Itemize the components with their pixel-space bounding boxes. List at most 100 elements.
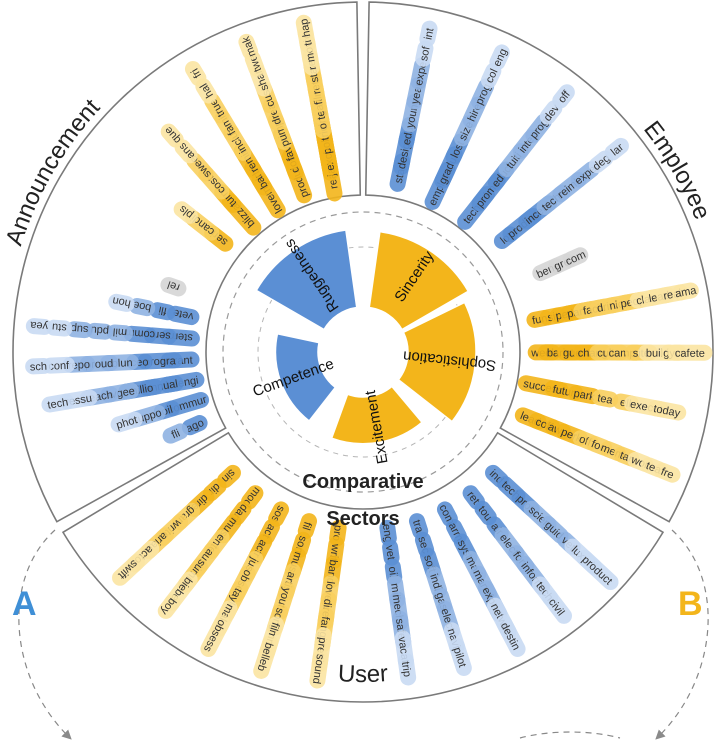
word-label: tra (410, 519, 426, 536)
word-pill-bg (41, 393, 75, 413)
word-pill-bg (25, 318, 53, 335)
word-pill: stu (46, 319, 73, 337)
word-pill: fli (149, 302, 176, 321)
word-label: comm (125, 326, 156, 340)
word-pill: boe (128, 297, 156, 317)
word-pill-bg (654, 462, 681, 483)
dimension-bar-excitement (330, 385, 424, 445)
word-pill: cafete (667, 344, 713, 361)
side-label-a: A (12, 585, 37, 623)
word-pill: rel (160, 276, 187, 297)
word-group-employee-gold: funsitperkpartnfacildrinnicepeopclaslead… (514, 282, 713, 483)
word-pill: sof (415, 40, 434, 67)
word-label: sch (30, 361, 48, 374)
sector-label-user: User (337, 660, 388, 688)
word-pill: lar (604, 137, 629, 161)
word-label: fre (659, 466, 675, 482)
word-pill: fre (654, 462, 681, 483)
word-pill-bg (110, 411, 143, 433)
word-pill-bg (562, 247, 589, 268)
word-label: cafete (675, 348, 705, 360)
word-group-employee-blue: startdesigneducyoungyearexpesofintemploy… (389, 20, 629, 249)
word-pill: fli (162, 423, 189, 444)
word-pill-bg (309, 649, 329, 689)
word-pill: tech (41, 393, 75, 413)
dimension-layer: Ruggedness SinceritySophisticationExcitem… (251, 229, 497, 465)
word-group-announcement-gray: rel (160, 276, 187, 297)
word-label: conf (48, 360, 70, 373)
word-label: hap (298, 18, 313, 38)
word-pill-bg (604, 137, 629, 161)
word-label: sup (70, 322, 89, 335)
word-pill-bg (542, 589, 572, 624)
word-pill: mak (238, 33, 259, 60)
word-label: rel (166, 278, 181, 293)
word-pill: today (647, 400, 687, 421)
center-title-line-2: Sectors (326, 508, 399, 530)
word-label: sof (418, 45, 433, 63)
word-pill: pls (173, 201, 198, 224)
word-pill: sch (25, 357, 52, 375)
word-label: eng (380, 523, 394, 543)
word-pill: int (419, 20, 438, 47)
word-label: indi (427, 573, 444, 593)
word-label: boe (132, 298, 152, 313)
word-pill-bg (295, 14, 314, 42)
word-label: pilot (451, 646, 469, 669)
word-pill-bg (46, 319, 73, 337)
word-pill-bg (419, 20, 438, 47)
flow-arc-right (655, 529, 709, 740)
sector-frame-employee (364, 1, 714, 523)
word-group-announcement-blue: agoflicommuroilsuppophotboengiannualmill… (25, 293, 210, 444)
word-pill: trip (397, 652, 417, 686)
inner-ring-core (318, 307, 408, 397)
word-label: stu (52, 321, 68, 334)
word-label: pdu (90, 324, 109, 337)
word-label: col (484, 67, 501, 85)
word-pill: conf (42, 356, 76, 374)
word-pill-bg (112, 554, 145, 586)
word-pill: pilot (448, 638, 472, 676)
side-label-b: B (678, 585, 703, 623)
word-pill: pdu (86, 322, 113, 340)
word-pill: ama (672, 282, 699, 301)
word-label: fli (158, 304, 168, 317)
word-pill-bg (448, 638, 472, 676)
word-pill: phot (110, 411, 143, 433)
word-pill-bg (184, 60, 207, 87)
word-pill-bg (552, 84, 575, 109)
word-pill: fri (184, 60, 207, 87)
word-pill-bg (108, 293, 135, 312)
word-label: ama (674, 284, 698, 300)
word-pill-bg (647, 400, 687, 421)
word-label: yea (29, 319, 49, 332)
word-pill: com (562, 247, 589, 268)
word-pill: tea (591, 389, 619, 408)
word-pill-bg (415, 40, 434, 67)
word-pill-bg (160, 276, 187, 297)
word-pill-bg (200, 615, 230, 657)
word-label: phot (115, 414, 139, 432)
word-pill-bg (489, 44, 510, 71)
word-pill: hon (108, 293, 135, 312)
dimension-bar-ruggedness (255, 229, 358, 331)
word-pill-bg (667, 344, 713, 361)
word-pill-bg (181, 415, 208, 436)
word-label: int (422, 27, 436, 41)
word-pill-bg (672, 282, 699, 301)
word-pill-bg (106, 324, 134, 342)
word-label: park (573, 388, 597, 404)
word-pill-bg (397, 652, 417, 686)
dimension-bar-sophistication (397, 301, 477, 423)
dimension-bar-competence (274, 332, 337, 423)
word-label: today (652, 403, 681, 420)
word-label: fil (300, 520, 314, 531)
word-pill: ago (181, 415, 208, 436)
word-label: trip (399, 661, 413, 678)
word-pill: sup (66, 321, 93, 339)
word-group-user-gold: prowritbandlovedirecfangirprettisoundfil… (112, 464, 347, 689)
word-pill-bg (160, 123, 184, 148)
word-label: expe (413, 61, 430, 87)
